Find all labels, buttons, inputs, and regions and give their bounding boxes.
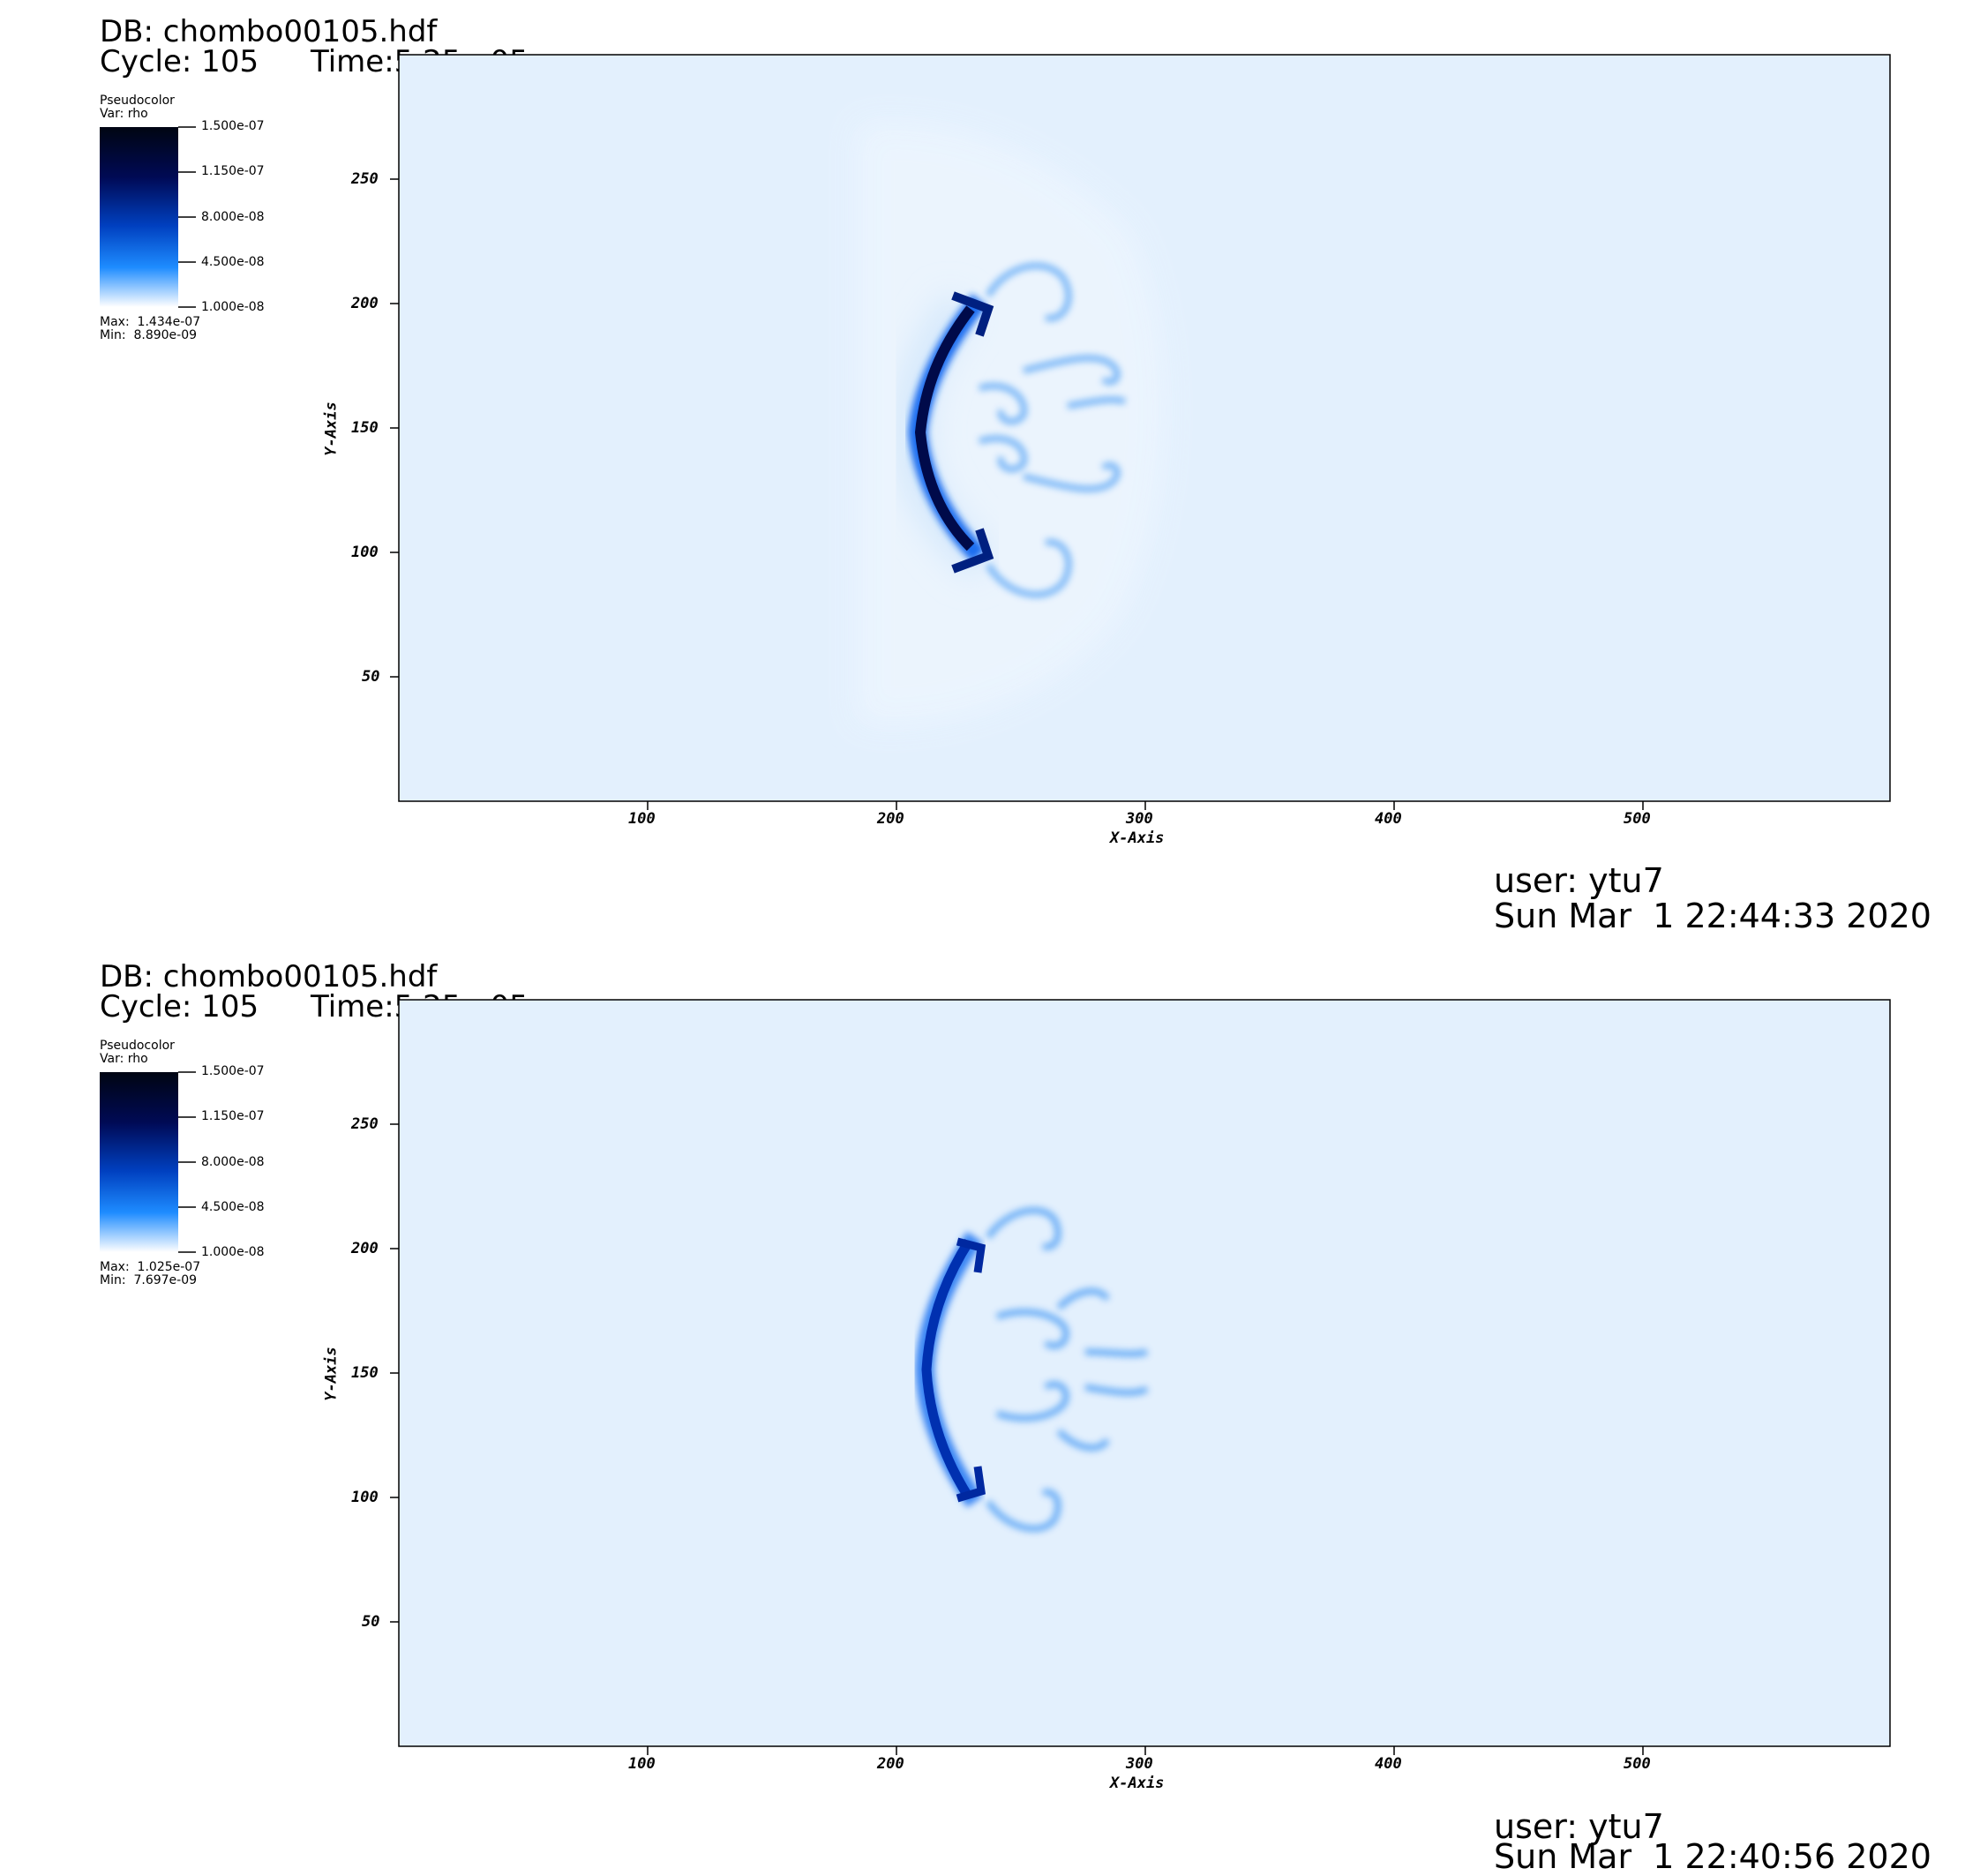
legend-tick: 8.000e-08 [201, 1155, 265, 1169]
user-label: user: ytu7 [1494, 861, 1664, 900]
db-label: DB: chombo00105.hdf [100, 14, 438, 49]
y-tick-label: 200 [351, 1240, 379, 1257]
x-tick-label: 500 [1624, 810, 1651, 828]
legend-tick: 8.000e-08 [201, 210, 265, 224]
y-axis-title: Y-Axis [322, 1347, 341, 1401]
density-field [914, 1207, 1149, 1532]
db-label: DB: chombo00105.hdf [100, 959, 438, 994]
y-axis-ticks [390, 1123, 399, 1623]
legend-tick: 1.500e-07 [201, 119, 265, 133]
legend-var: Var: rho [100, 107, 148, 121]
x-tick-label: 200 [877, 1755, 904, 1773]
colorbar [100, 127, 178, 307]
y-tick-label: 100 [351, 544, 379, 561]
legend-var: Var: rho [100, 1052, 148, 1066]
x-tick-label: 400 [1375, 1755, 1402, 1773]
plot-panel-bottom: DB: chombo00105.hdf Cycle: 105 Time:5.25… [0, 937, 1980, 1874]
legend-tick: 1.150e-07 [201, 164, 265, 178]
date-label: Sun Mar 1 22:44:33 2020 [1494, 897, 1931, 935]
legend-tick: 1.000e-08 [201, 300, 265, 314]
plot-graphics [100, 54, 1891, 810]
x-axis-title: X-Axis [1110, 1775, 1165, 1792]
date-label: Sun Mar 1 22:40:56 2020 [1494, 1837, 1931, 1876]
legend-max: Max: 1.025e-07 [100, 1260, 201, 1274]
density-field [856, 122, 1165, 725]
x-tick-label: 500 [1624, 1755, 1651, 1773]
x-axis-ticks [647, 1746, 1644, 1755]
legend-tick: 4.500e-08 [201, 255, 265, 269]
y-tick-label: 50 [362, 1613, 380, 1631]
y-tick-label: 50 [362, 668, 380, 686]
y-axis-title: Y-Axis [322, 401, 341, 456]
user-label: user: ytu7 [1494, 1807, 1664, 1846]
x-tick-label: 300 [1126, 1755, 1153, 1773]
legend-min: Min: 8.890e-09 [100, 328, 198, 342]
y-tick-label: 250 [351, 170, 379, 188]
x-axis-ticks [647, 801, 1644, 810]
colorbar-ticks [178, 126, 196, 308]
y-axis-ticks [390, 178, 399, 678]
legend-tick: 4.500e-08 [201, 1200, 265, 1214]
x-axis-title: X-Axis [1110, 829, 1165, 847]
x-tick-label: 200 [877, 810, 904, 828]
colorbar-ticks [178, 1071, 196, 1253]
legend-plot-type: Pseudocolor [100, 94, 175, 108]
x-tick-label: 100 [628, 810, 656, 828]
y-tick-label: 100 [351, 1489, 379, 1506]
plot-panel-top: DB: chombo00105.hdf Cycle: 105 Time:5.25… [0, 0, 1980, 937]
cycle-label: Cycle: 105 [100, 989, 259, 1024]
plot-area [399, 1000, 1890, 1746]
y-tick-label: 250 [351, 1115, 379, 1133]
x-tick-label: 300 [1126, 810, 1153, 828]
legend-min: Min: 7.697e-09 [100, 1273, 198, 1287]
legend-max: Max: 1.434e-07 [100, 315, 201, 329]
x-tick-label: 100 [628, 1755, 656, 1773]
legend-plot-type: Pseudocolor [100, 1039, 175, 1053]
legend-tick: 1.000e-08 [201, 1245, 265, 1259]
plot-graphics [100, 999, 1891, 1755]
legend-tick: 1.150e-07 [201, 1109, 265, 1123]
cycle-label: Cycle: 105 [100, 44, 259, 79]
y-tick-label: 200 [351, 295, 379, 312]
y-tick-label: 150 [351, 419, 379, 437]
y-tick-label: 150 [351, 1364, 379, 1382]
x-tick-label: 400 [1375, 810, 1402, 828]
legend-tick: 1.500e-07 [201, 1064, 265, 1078]
colorbar [100, 1072, 178, 1252]
